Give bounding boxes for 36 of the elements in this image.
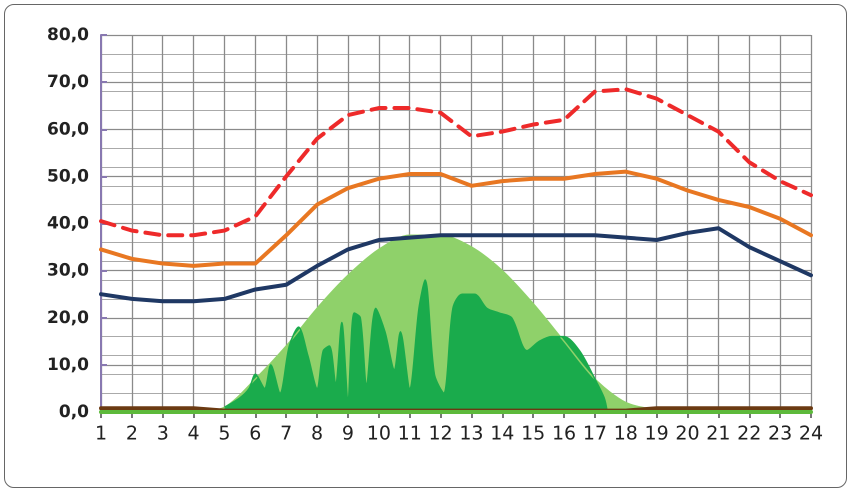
y-tick-label: 0,0 (58, 402, 90, 422)
x-tick-label: 5 (218, 422, 231, 444)
x-tick-label: 12 (428, 422, 453, 444)
line-series (99, 226, 813, 304)
y-tick-label: 50,0 (47, 166, 90, 186)
x-tick-label: 3 (156, 422, 169, 444)
x-tick-label: 10 (366, 422, 391, 444)
x-tick-label: 23 (768, 422, 792, 444)
x-tick-label: 18 (614, 422, 638, 444)
y-tick-label: 10,0 (47, 354, 90, 375)
y-tick-label: 80,0 (47, 25, 90, 45)
x-tick-label: 21 (706, 422, 730, 444)
x-tick-label: 20 (675, 422, 700, 444)
x-tick-label: 24 (798, 422, 824, 444)
x-tick-label: 11 (398, 422, 422, 444)
x-tick-label: 2 (126, 422, 138, 444)
x-tick-label: 8 (311, 422, 324, 444)
y-tick-label: 40,0 (47, 214, 90, 234)
x-tick-label: 6 (249, 422, 262, 444)
y-tick-label: 60,0 (47, 119, 90, 140)
line-series (99, 87, 813, 238)
x-tick-label: 13 (459, 422, 484, 444)
x-tick-label: 7 (280, 422, 292, 444)
x-tick-label: 22 (737, 422, 762, 444)
x-tick-label: 1 (94, 422, 108, 444)
y-tick-label: 70,0 (47, 72, 90, 92)
x-tick-label: 9 (342, 422, 354, 444)
y-tick-label: 20,0 (47, 308, 90, 328)
y-tick-label: 30,0 (47, 260, 90, 281)
x-tick-label: 15 (521, 422, 546, 444)
x-tick-label: 14 (490, 422, 514, 444)
x-tick-label: 19 (644, 422, 669, 444)
line-series (99, 170, 813, 268)
x-tick-label: 16 (552, 422, 576, 444)
x-tick-label: 4 (188, 422, 200, 444)
x-tick-label: 17 (582, 422, 608, 444)
